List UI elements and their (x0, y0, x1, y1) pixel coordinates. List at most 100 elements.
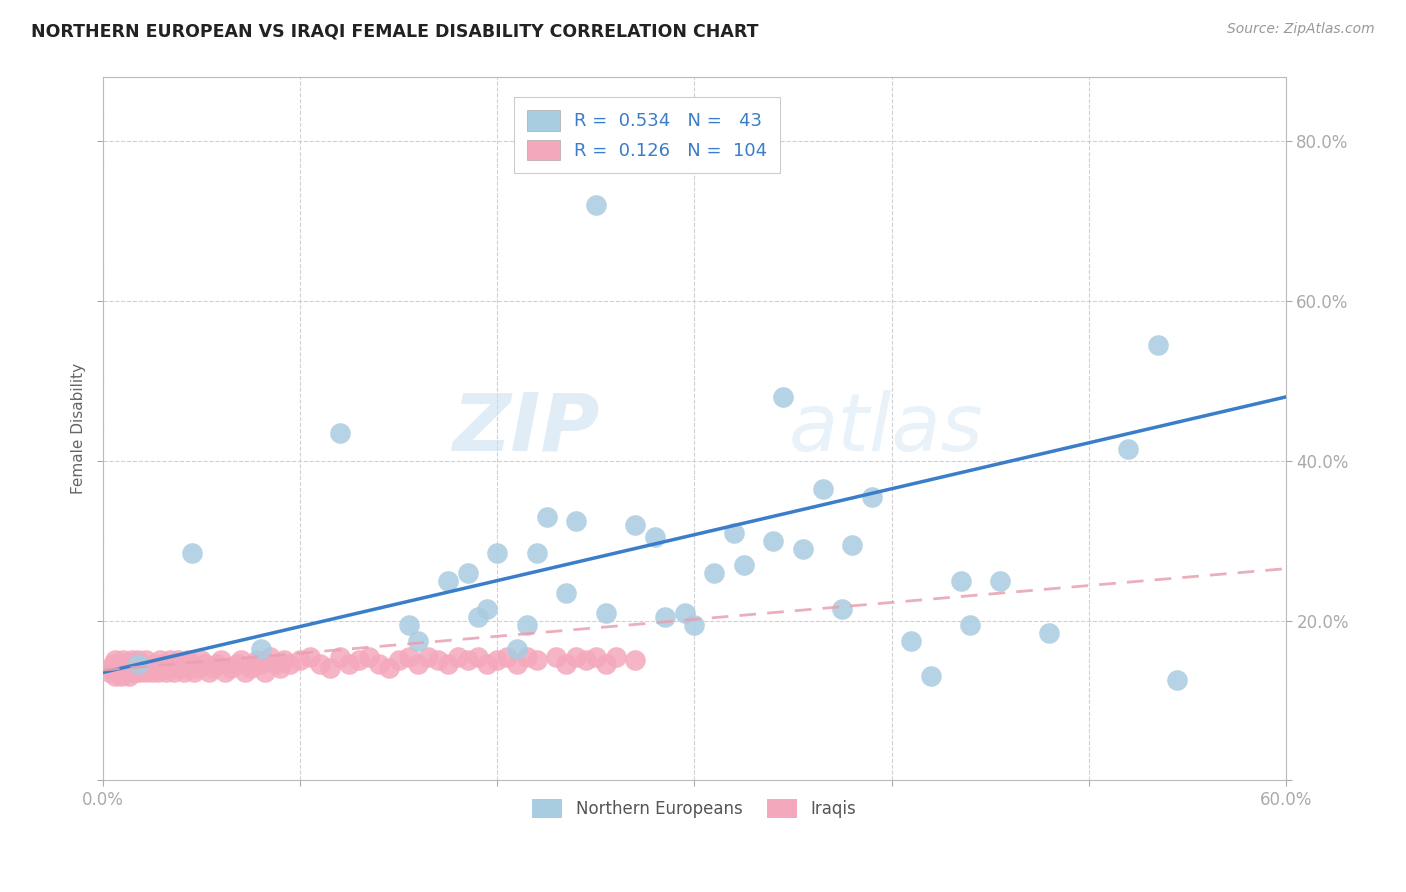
Point (318, 661, 340, 675)
Point (546, 649, 568, 664)
Point (269, 661, 291, 675)
Point (101, 657, 124, 672)
Point (733, 558, 755, 572)
Point (121, 665, 143, 680)
Point (772, 390, 794, 404)
Point (328, 425, 350, 440)
Point (723, 525, 745, 540)
Point (467, 609, 489, 624)
Point (180, 546, 202, 560)
Point (486, 653, 509, 667)
Point (166, 653, 188, 667)
Y-axis label: Female Disability: Female Disability (72, 363, 86, 494)
Point (1146, 338, 1168, 352)
Point (273, 653, 295, 667)
Point (900, 633, 922, 648)
Point (988, 574, 1011, 588)
Point (762, 533, 785, 548)
Point (239, 661, 262, 675)
Point (644, 530, 666, 544)
Point (457, 566, 479, 580)
Legend: Northern Europeans, Iraqis: Northern Europeans, Iraqis (526, 792, 863, 825)
Point (176, 653, 198, 667)
Point (288, 653, 311, 667)
Point (125, 665, 148, 680)
Point (516, 649, 538, 664)
Point (595, 657, 617, 672)
Point (1166, 673, 1188, 688)
Point (298, 649, 321, 664)
Point (447, 649, 470, 664)
Point (159, 653, 181, 667)
Point (792, 541, 814, 556)
Point (526, 653, 548, 667)
Point (249, 657, 271, 672)
Point (526, 546, 548, 560)
Point (97, 665, 120, 680)
Point (156, 661, 179, 675)
Point (104, 653, 127, 667)
Point (209, 653, 232, 667)
Point (418, 649, 440, 664)
Point (233, 665, 256, 680)
Point (506, 657, 529, 672)
Point (143, 657, 166, 672)
Point (183, 665, 205, 680)
Point (477, 657, 499, 672)
Point (949, 574, 972, 588)
Point (624, 517, 647, 532)
Point (516, 617, 538, 632)
Point (565, 649, 588, 664)
Point (259, 649, 281, 664)
Point (190, 653, 212, 667)
Point (129, 665, 152, 680)
Point (107, 661, 129, 675)
Point (120, 661, 142, 675)
Point (127, 661, 149, 675)
Point (398, 617, 420, 632)
Point (811, 482, 834, 496)
Point (486, 546, 509, 560)
Point (110, 669, 132, 683)
Point (145, 661, 167, 675)
Point (117, 657, 139, 672)
Point (266, 657, 288, 672)
Point (155, 665, 177, 680)
Point (173, 665, 195, 680)
Point (249, 641, 271, 656)
Point (555, 657, 578, 672)
Point (408, 633, 430, 648)
Point (398, 649, 420, 664)
Point (703, 566, 725, 580)
Point (368, 657, 391, 672)
Point (565, 514, 588, 528)
Point (141, 665, 163, 680)
Point (149, 653, 172, 667)
Point (378, 661, 401, 675)
Point (134, 661, 156, 675)
Text: NORTHERN EUROPEAN VS IRAQI FEMALE DISABILITY CORRELATION CHART: NORTHERN EUROPEAN VS IRAQI FEMALE DISABI… (31, 22, 758, 40)
Point (278, 657, 301, 672)
Point (1038, 625, 1060, 640)
Point (477, 601, 499, 615)
Point (170, 657, 193, 672)
Point (437, 657, 460, 672)
Point (437, 574, 460, 588)
Point (150, 661, 173, 675)
Point (229, 653, 252, 667)
Point (860, 490, 883, 504)
Point (160, 657, 183, 672)
Point (496, 649, 519, 664)
Point (427, 653, 450, 667)
Point (506, 641, 529, 656)
Point (100, 661, 122, 675)
Point (831, 601, 853, 615)
Point (673, 606, 696, 620)
Point (114, 665, 136, 680)
Point (165, 661, 187, 675)
Point (308, 657, 330, 672)
Point (187, 661, 209, 675)
Point (169, 661, 191, 675)
Point (388, 653, 411, 667)
Point (121, 653, 143, 667)
